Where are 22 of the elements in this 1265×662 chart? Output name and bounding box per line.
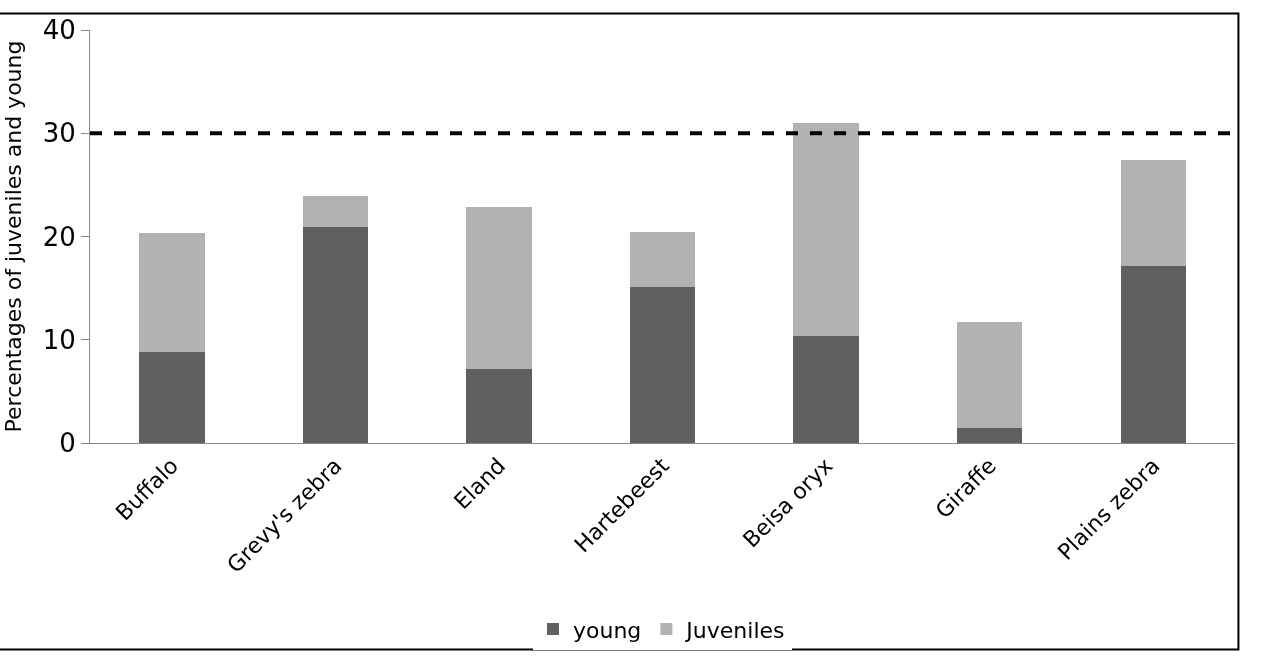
bar — [139, 233, 205, 353]
bar — [629, 232, 696, 288]
bar — [1120, 266, 1186, 443]
y-tick-label: 30 — [42, 118, 76, 149]
bar — [956, 427, 1023, 443]
y-axis-title: Percentages of juveniles and young — [0, 40, 26, 433]
bar — [1120, 160, 1186, 267]
bar — [793, 122, 859, 336]
bar — [139, 352, 205, 443]
bar — [302, 227, 369, 443]
y-tick-label: 40 — [42, 15, 76, 46]
bar — [466, 206, 532, 369]
y-tick-label: 10 — [42, 324, 76, 355]
bar — [466, 368, 532, 443]
y-tick-label: 0 — [59, 428, 76, 459]
y-tick-label: 20 — [42, 221, 76, 252]
bar — [956, 322, 1023, 428]
bar — [793, 335, 859, 443]
legend-label: Juveniles — [684, 617, 785, 643]
bar — [302, 196, 369, 228]
legend-label: young — [573, 617, 642, 643]
bar — [629, 287, 696, 443]
